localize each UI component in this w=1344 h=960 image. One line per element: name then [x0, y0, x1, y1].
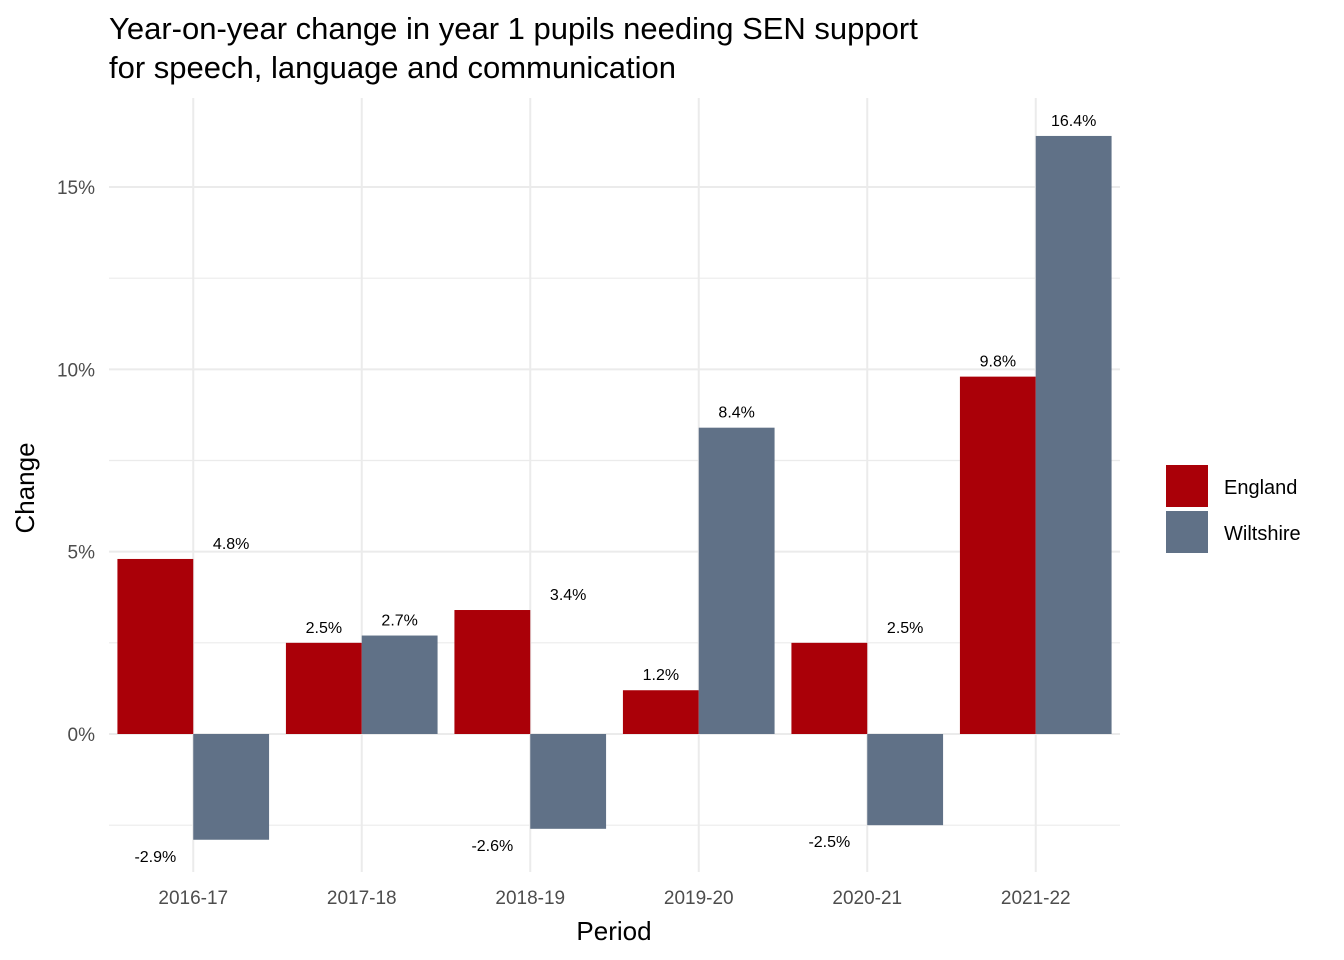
- y-tick-label: 10%: [57, 360, 95, 381]
- bar-wiltshire-2016-17: [193, 734, 270, 840]
- bar-wiltshire-2017-18: [361, 635, 438, 734]
- data-labels: 4.8% -2.9% 2.7% 2.5% 3.4% -2.6% 8.4% 1.2% 2.5% -2…: [134, 113, 1096, 866]
- x-axis-title: Period: [576, 916, 651, 946]
- data-label-2017-18-1: 2.5%: [306, 620, 342, 637]
- bar-england-2017-18: [285, 642, 362, 734]
- data-label-2020-21-0: 2.5%: [887, 620, 923, 637]
- x-tick-label: 2018-19: [495, 888, 565, 909]
- data-label-2020-21-1: -2.5%: [808, 834, 850, 851]
- y-tick-label: 5%: [68, 543, 96, 564]
- legend-label-wiltshire: Wiltshire: [1224, 523, 1301, 545]
- bar-wiltshire-2020-21: [867, 734, 944, 826]
- bar-wiltshire-2018-19: [530, 734, 607, 829]
- data-label-2018-19-0: 3.4%: [550, 587, 586, 604]
- y-tick-label: 0%: [68, 725, 96, 746]
- legend-swatch-england: [1166, 465, 1208, 507]
- y-tick-label: 15%: [57, 178, 95, 199]
- data-label-2021-22-0: 16.4%: [1051, 113, 1096, 130]
- data-label-2021-22-1: 9.8%: [980, 354, 1016, 371]
- chart-title-line-2: for speech, language and communication: [109, 50, 676, 85]
- x-axis-ticks: 2016-17 2017-18 2018-19 2019-20 2020-21 2021-…: [158, 888, 1070, 909]
- bars: [117, 135, 1112, 840]
- bar-england-2018-19: [454, 610, 531, 734]
- y-axis-ticks: 0% 5% 10% 15%: [57, 178, 95, 746]
- x-tick-label: 2016-17: [158, 888, 228, 909]
- bar-wiltshire-2021-22: [1035, 135, 1112, 735]
- data-label-2019-20-1: 1.2%: [643, 667, 679, 684]
- legend-swatch-wiltshire: [1166, 511, 1208, 553]
- legend-label-england: England: [1224, 477, 1297, 499]
- data-label-2018-19-1: -2.6%: [471, 838, 513, 855]
- bar-wiltshire-2019-20: [698, 427, 775, 734]
- bar-england-2016-17: [117, 558, 194, 734]
- x-tick-label: 2020-21: [832, 888, 902, 909]
- y-axis-title: Change: [10, 442, 40, 533]
- data-label-2019-20-0: 8.4%: [718, 405, 754, 422]
- x-tick-label: 2019-20: [664, 888, 734, 909]
- data-label-2017-18-0: 2.7%: [381, 613, 417, 630]
- bar-england-2020-21: [791, 642, 868, 734]
- data-label-2016-17-1: -2.9%: [134, 849, 176, 866]
- legend: England Wiltshire: [1166, 465, 1301, 553]
- chart-title-line-1: Year-on-year change in year 1 pupils nee…: [109, 11, 918, 46]
- bar-england-2019-20: [622, 690, 699, 734]
- x-tick-label: 2017-18: [327, 888, 397, 909]
- data-label-2016-17-0: 4.8%: [213, 536, 249, 553]
- x-tick-label: 2021-22: [1001, 888, 1071, 909]
- bar-england-2021-22: [959, 376, 1036, 734]
